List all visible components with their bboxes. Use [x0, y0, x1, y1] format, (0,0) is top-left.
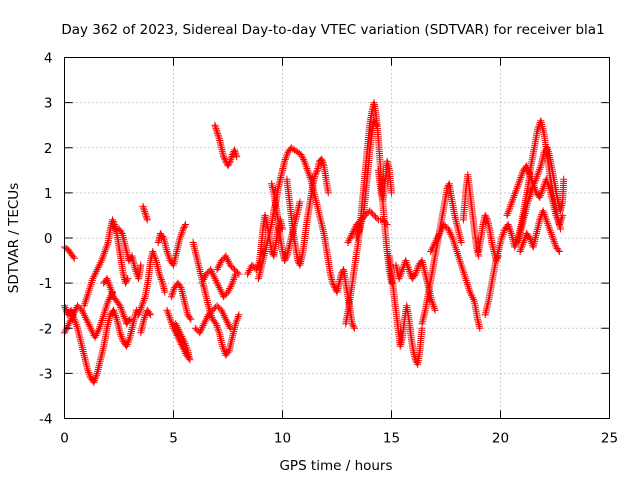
y-tick-label: -2	[39, 321, 52, 337]
data-points	[61, 99, 568, 386]
y-tick-label: -1	[39, 276, 52, 292]
x-tick-label: 0	[60, 431, 69, 447]
axis-ticks	[64, 57, 610, 419]
y-tick-label: -4	[39, 412, 52, 428]
y-axis-label: SDTVAR / TECUs	[6, 183, 22, 293]
chart-title: Day 362 of 2023, Sidereal Day-to-day VTE…	[61, 22, 604, 38]
x-tick-label: 15	[383, 431, 400, 447]
x-tick-label: 25	[601, 431, 618, 447]
x-axis-label: GPS time / hours	[279, 458, 392, 474]
y-tick-label: 3	[44, 96, 53, 112]
y-tick-label: -3	[39, 366, 52, 382]
x-tick-label: 5	[169, 431, 178, 447]
y-tick-label: 1	[44, 186, 53, 202]
x-tick-label: 20	[492, 431, 509, 447]
y-tick-label: 0	[44, 231, 53, 247]
y-tick-label: 4	[44, 51, 53, 67]
y-tick-label: 2	[44, 141, 53, 157]
tick-labels: 0 5 10 15 20 25 -4 -3 -2 -1 0 1 2 3 4	[39, 51, 618, 447]
x-tick-label: 10	[274, 431, 291, 447]
series-bla1-markers	[61, 99, 568, 386]
